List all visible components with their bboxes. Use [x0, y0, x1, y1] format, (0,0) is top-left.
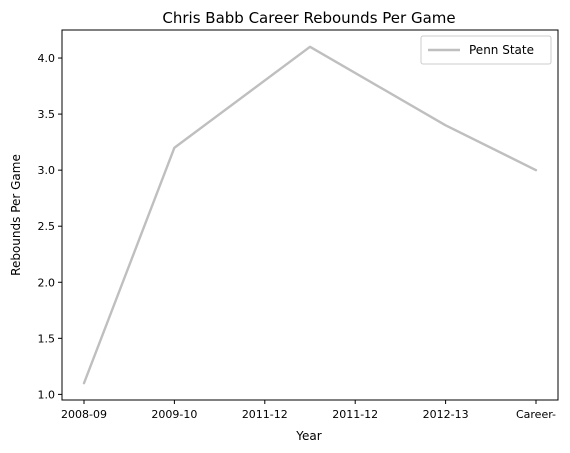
y-axis-label: Rebounds Per Game	[9, 154, 23, 276]
y-tick-label: 3.0	[38, 164, 56, 177]
x-tick-label: 2012-13	[423, 408, 469, 421]
y-tick-label: 2.0	[38, 276, 56, 289]
legend-label-penn-state: Penn State	[469, 43, 534, 57]
y-tick-label: 2.5	[38, 220, 56, 233]
x-tick-label: Career-	[516, 408, 556, 421]
y-tick-label: 4.0	[38, 52, 56, 65]
x-axis-label: Year	[295, 429, 321, 443]
x-tick-label: 2008-09	[61, 408, 107, 421]
x-tick-label: 2011-12	[332, 408, 378, 421]
y-tick-label: 1.5	[38, 332, 56, 345]
chart-title: Chris Babb Career Rebounds Per Game	[162, 9, 455, 27]
x-tick-label: 2011-12	[242, 408, 288, 421]
legend: Penn State	[421, 36, 551, 64]
y-tick-label: 1.0	[38, 388, 56, 401]
x-tick-label: 2009-10	[151, 408, 197, 421]
y-tick-label: 3.5	[38, 108, 56, 121]
